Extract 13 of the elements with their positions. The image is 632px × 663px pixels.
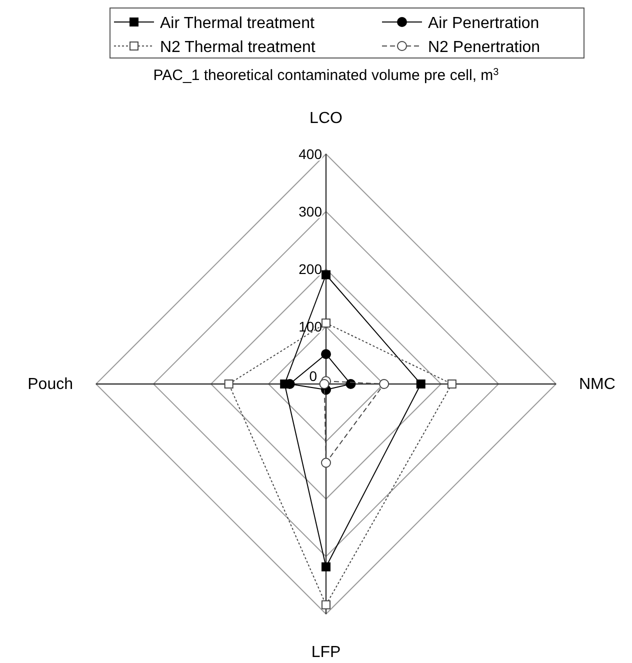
y-tick-label: 400	[298, 146, 322, 162]
spoke-label: NMC	[579, 376, 616, 393]
legend-label: Air Thermal treatment	[160, 15, 315, 32]
text: PAC_1 theoretical contaminated volume pre cell, m$^{3}$	[153, 66, 500, 84]
legend-label: N2 Penertration	[428, 39, 540, 56]
spoke-label: LCO	[310, 110, 342, 127]
y-tick-label: 300	[298, 204, 322, 220]
spoke-label: Pouch	[28, 376, 73, 393]
legend-label: N2 Thermal treatment	[160, 39, 316, 56]
spoke-label: LFP	[311, 644, 341, 661]
y-tick-label: 200	[298, 261, 322, 277]
y-tick-label: 0	[309, 368, 318, 384]
legend-label: Air Penertration	[428, 15, 540, 32]
